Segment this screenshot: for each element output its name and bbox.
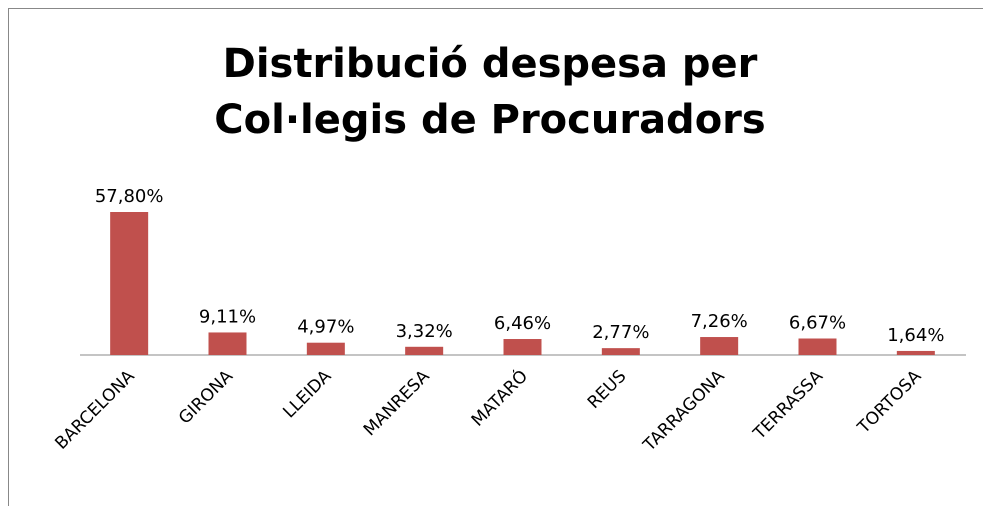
bar [798,338,837,355]
data-label: 3,32% [396,321,453,342]
chart-border [8,8,983,506]
data-label: 9,11% [199,306,256,327]
bar [110,212,149,355]
data-label: 4,97% [297,317,354,338]
chart-title: Distribució despesa per Col·legis de Pro… [214,41,766,143]
bar [601,348,640,355]
bar [306,342,345,355]
x-tick-label: REUS [584,366,631,413]
data-label: 57,80% [95,186,164,207]
x-tick-label: LLEIDA [279,366,335,422]
bar [700,337,739,355]
x-tick-label: MATARÓ [466,365,532,431]
data-label: 2,77% [592,322,649,343]
bar [405,346,444,355]
x-tick-label: TARRAGONA [639,366,729,456]
x-tick-label: TERRASSA [749,366,827,444]
x-tick-label: MANRESA [360,366,434,440]
data-label: 6,46% [494,313,551,334]
x-tick-label: GIRONA [175,366,237,428]
data-label: 7,26% [691,311,748,332]
bar [503,339,542,355]
x-tick-label: BARCELONA [51,366,139,454]
data-label: 1,64% [887,325,944,346]
bar [896,350,935,355]
bar [208,332,247,355]
x-tick-label: TORTOSA [853,366,925,438]
data-label: 6,67% [789,312,846,333]
